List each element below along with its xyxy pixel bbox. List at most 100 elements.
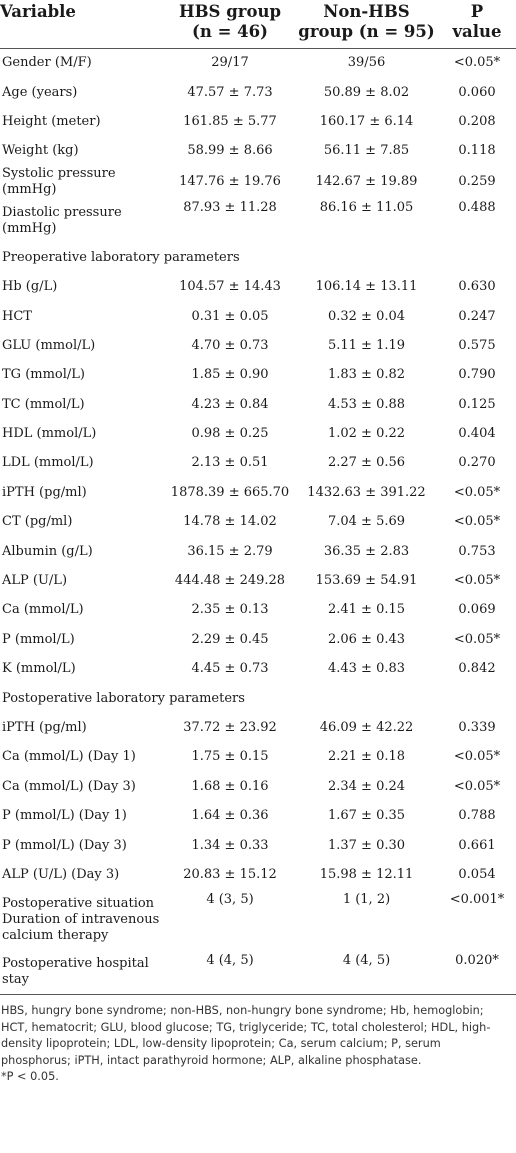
- row-non-hbs-value: 56.11 ± 7.85: [323, 143, 410, 159]
- row-non-hbs-value: 142.67 ± 19.89: [315, 174, 418, 190]
- row-p-value: <0.05*: [453, 573, 501, 589]
- row-non-hbs-value: 4.43 ± 0.83: [327, 661, 406, 677]
- row-label: Systolic pressure (mmHg): [2, 166, 116, 198]
- table-row: HCT 0.31 ± 0.05 0.32 ± 0.04 0.247: [0, 302, 516, 331]
- row-hbs-value: 444.48 ± 249.28: [174, 573, 286, 589]
- row-p-value: 0.630: [458, 279, 496, 295]
- row-hbs-value: 147.76 ± 19.76: [179, 174, 281, 190]
- row-label: Height (meter): [2, 113, 101, 129]
- row-hbs-value: 2.29 ± 0.45: [191, 631, 269, 647]
- row-label: Hb (g/L): [2, 279, 58, 295]
- row-p-value: <0.05*: [453, 631, 501, 647]
- row-hbs-value: 1.85 ± 0.90: [191, 367, 269, 383]
- row-non-hbs-value: 160.17 ± 6.14: [319, 113, 414, 129]
- row-label: ALP (U/L): [2, 573, 68, 589]
- section-row: Postoperative laboratory parameters: [0, 684, 516, 713]
- comparison-table: Variable HBS group (n = 46) Non-HBS group …: [0, 0, 516, 995]
- row-label: P (mmol/L) (Day 1): [2, 808, 127, 824]
- row-label: TG (mmol/L): [2, 367, 85, 383]
- row-non-hbs-value: 2.06 ± 0.43: [327, 631, 406, 647]
- row-non-hbs-value: 4 (4, 5): [342, 952, 391, 968]
- row-hbs-value: 161.85 ± 5.77: [183, 113, 277, 129]
- row-non-hbs-value: 46.09 ± 42.22: [319, 720, 414, 735]
- row-non-hbs-value: 36.35 ± 2.83: [323, 543, 410, 559]
- row-p-value: 0.125: [458, 396, 496, 412]
- row-label: GLU (mmol/L): [2, 337, 96, 353]
- row-p-value: 0.488: [458, 200, 496, 216]
- row-non-hbs-value: 153.69 ± 54.91: [315, 573, 418, 589]
- row-hbs-value: 1.64 ± 0.36: [191, 808, 269, 824]
- row-label: Postoperative hospital stay: [2, 956, 149, 988]
- row-label: Ca (mmol/L) (Day 1): [2, 749, 136, 765]
- row-hbs-value: 37.72 ± 23.92: [183, 720, 277, 735]
- row-p-value: 0.069: [458, 602, 496, 618]
- table-row: CT (pg/ml) 14.78 ± 14.02 7.04 ± 5.69 <0.05*: [0, 508, 516, 537]
- row-p-value: 0.753: [458, 543, 496, 559]
- row-label: ALP (U/L) (Day 3): [2, 866, 120, 882]
- row-non-hbs-value: 1 (1, 2): [342, 891, 391, 907]
- row-p-value: 0.054: [458, 866, 496, 882]
- row-hbs-value: 1878.39 ± 665.70: [170, 484, 290, 500]
- table-row: Gender (M/F) 29/17 39/56 <0.05*: [0, 49, 516, 78]
- table-header-row: Variable HBS group (n = 46) Non-HBS group …: [0, 0, 516, 49]
- row-p-value: 0.842: [458, 661, 496, 677]
- table-row: TG (mmol/L) 1.85 ± 0.90 1.83 ± 0.82 0.790: [0, 361, 516, 390]
- row-label: Age (years): [2, 84, 78, 100]
- row-hbs-value: 2.13 ± 0.51: [191, 455, 269, 471]
- footnote: HBS, hungry bone syndrome; non-HBS, non-…: [1, 1004, 491, 1067]
- row-p-value: 0.259: [458, 174, 496, 190]
- row-non-hbs-value: 1.37 ± 0.30: [327, 837, 406, 853]
- table-row: Diastolic pressure (mmHg) 87.93 ± 11.28 86…: [0, 198, 516, 243]
- row-label: Albumin (g/L): [2, 543, 93, 559]
- row-p-value: <0.05*: [453, 484, 501, 500]
- table-row: Albumin (g/L) 36.15 ± 2.79 36.35 ± 2.83 0.7…: [0, 537, 516, 566]
- table-row: Postoperative hospital stay 4 (4, 5) 4 (4,…: [0, 951, 516, 995]
- row-p-value: 0.247: [458, 308, 496, 324]
- row-hbs-value: 29/17: [211, 55, 249, 71]
- row-hbs-value: 47.57 ± 7.73: [187, 84, 273, 100]
- table-row: Height (meter) 161.85 ± 5.77 160.17 ± 6.14…: [0, 107, 516, 136]
- row-non-hbs-value: 2.34 ± 0.24: [327, 778, 406, 794]
- row-non-hbs-value: 50.89 ± 8.02: [323, 84, 410, 100]
- row-label: Gender (M/F): [2, 55, 92, 71]
- row-p-value: 0.270: [458, 455, 496, 471]
- row-label: Diastolic pressure (mmHg): [2, 204, 122, 236]
- header-non-hbs-group: Non-HBS group (n = 95): [298, 2, 435, 41]
- table-row: TC (mmol/L) 4.23 ± 0.84 4.53 ± 0.88 0.125: [0, 390, 516, 419]
- table-row: Weight (kg) 58.99 ± 8.66 56.11 ± 7.85 0.118: [0, 137, 516, 166]
- table-row: HDL (mmol/L) 0.98 ± 0.25 1.02 ± 0.22 0.404: [0, 419, 516, 448]
- row-hbs-value: 14.78 ± 14.02: [183, 514, 277, 530]
- table-row: iPTH (pg/ml) 37.72 ± 23.92 46.09 ± 42.22 0.…: [0, 713, 516, 742]
- row-hbs-value: 0.98 ± 0.25: [191, 426, 269, 442]
- table-row: iPTH (pg/ml) 1878.39 ± 665.70 1432.63 ± 39…: [0, 478, 516, 507]
- row-hbs-value: 1.75 ± 0.15: [191, 749, 269, 765]
- row-p-value: 0.788: [458, 808, 496, 824]
- row-label: Ca (mmol/L) (Day 3): [2, 778, 136, 794]
- row-hbs-value: 36.15 ± 2.79: [187, 543, 273, 559]
- row-label: Ca (mmol/L): [2, 602, 84, 618]
- row-label: Weight (kg): [2, 143, 79, 159]
- row-label: iPTH (pg/ml): [2, 484, 87, 500]
- row-hbs-value: 4 (3, 5): [206, 891, 254, 907]
- row-non-hbs-value: 7.04 ± 5.69: [327, 514, 406, 530]
- row-p-value: 0.208: [458, 113, 496, 129]
- row-non-hbs-value: 0.32 ± 0.04: [327, 308, 406, 324]
- table-row: Ca (mmol/L) 2.35 ± 0.13 2.41 ± 0.15 0.069: [0, 596, 516, 625]
- row-label: CT (pg/ml): [2, 514, 73, 530]
- row-label: K (mmol/L): [2, 661, 76, 677]
- table-row: Ca (mmol/L) (Day 1) 1.75 ± 0.15 2.21 ± 0.1…: [0, 743, 516, 772]
- table-row: ALP (U/L) 444.48 ± 249.28 153.69 ± 54.91 <0…: [0, 566, 516, 595]
- section-row: Preoperative laboratory parameters: [0, 243, 516, 272]
- row-p-value: 0.661: [458, 837, 496, 853]
- table-row: P (mmol/L) (Day 3) 1.34 ± 0.33 1.37 ± 0.30…: [0, 831, 516, 860]
- row-non-hbs-value: 4.53 ± 0.88: [327, 396, 406, 412]
- row-non-hbs-value: 2.27 ± 0.56: [327, 455, 406, 471]
- header-hbs-group: HBS group (n = 46): [179, 2, 281, 41]
- row-label: P (mmol/L) (Day 3): [2, 837, 127, 853]
- row-hbs-value: 1.68 ± 0.16: [191, 778, 269, 794]
- row-p-value: <0.05*: [453, 55, 501, 71]
- row-p-value: 0.404: [458, 426, 496, 442]
- row-label: TC (mmol/L): [2, 396, 85, 412]
- row-p-value: 0.118: [458, 143, 496, 159]
